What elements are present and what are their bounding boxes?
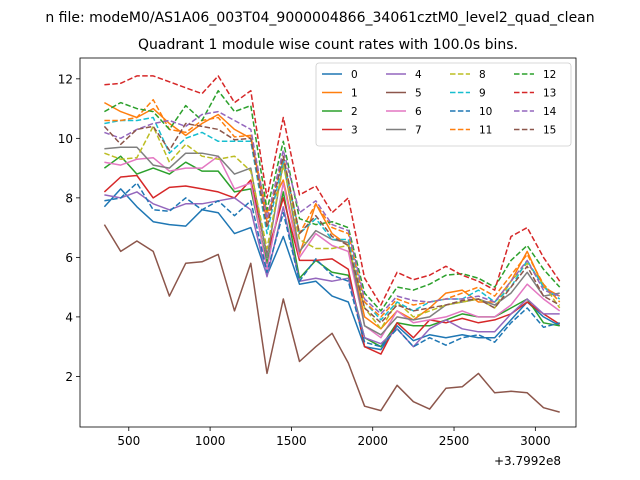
series-line-3 [103, 174, 561, 355]
x-tick-label: 500 [117, 434, 140, 448]
x-tick-label: 2000 [357, 434, 388, 448]
series-line-7 [104, 146, 560, 336]
axes-frame [79, 57, 577, 428]
x-axis: 500 1000 1500 2000 2500 3000 [117, 427, 551, 448]
series-line-0 [103, 188, 561, 351]
x-tick-label: 2500 [439, 434, 470, 448]
legend-label-11: 11 [479, 125, 492, 137]
legend-label-0: 0 [351, 69, 358, 81]
y-tick-label: 6 [65, 251, 73, 265]
legend-label-15: 15 [543, 125, 556, 137]
series-line-5 [103, 224, 560, 413]
legend-box [315, 62, 572, 147]
y-tick-label: 10 [58, 132, 73, 146]
series-line-12 [104, 89, 561, 312]
legend-label-6: 6 [415, 106, 422, 118]
y-tick-label: 8 [65, 191, 73, 205]
y-tick-label: 2 [65, 370, 73, 384]
series-line-6 [104, 155, 561, 339]
series-line-10 [104, 182, 560, 348]
legend-label-14: 14 [543, 106, 557, 118]
series-line-14 [104, 110, 560, 315]
figure-suptitle: n file: modeM0/AS1A06_003T04_9000004866_… [45, 10, 594, 26]
y-tick-label: 12 [58, 72, 73, 86]
x-tick-label: 1000 [195, 434, 226, 448]
series-line-11 [104, 98, 561, 318]
series-line-2 [103, 155, 560, 348]
legend-label-4: 4 [415, 69, 422, 81]
legend-label-13: 13 [543, 88, 556, 100]
series-line-9 [104, 116, 561, 321]
x-tick-label: 3000 [520, 434, 551, 448]
series-line-4 [104, 191, 560, 348]
y-axis: 2 4 6 8 10 12 [58, 72, 80, 384]
legend-label-3: 3 [351, 125, 358, 137]
legend-label-5: 5 [415, 88, 422, 100]
legend-label-9: 9 [479, 88, 486, 100]
series-line-13 [104, 75, 561, 306]
x-tick-label: 1500 [276, 434, 307, 448]
chart-title: Quadrant 1 module wise count rates with … [138, 37, 518, 53]
y-tick-label: 4 [65, 310, 73, 324]
series-layer [103, 75, 561, 413]
legend-label-8: 8 [479, 69, 486, 81]
legend-label-12: 12 [543, 69, 556, 81]
legend-label-2: 2 [351, 106, 358, 118]
x-offset-label: +3.7992e8 [494, 454, 561, 468]
series-line-15 [103, 122, 561, 324]
legend-label-7: 7 [415, 125, 422, 137]
legend-label-1: 1 [351, 88, 358, 100]
legend-label-10: 10 [479, 106, 492, 118]
series-line-8 [104, 125, 561, 330]
